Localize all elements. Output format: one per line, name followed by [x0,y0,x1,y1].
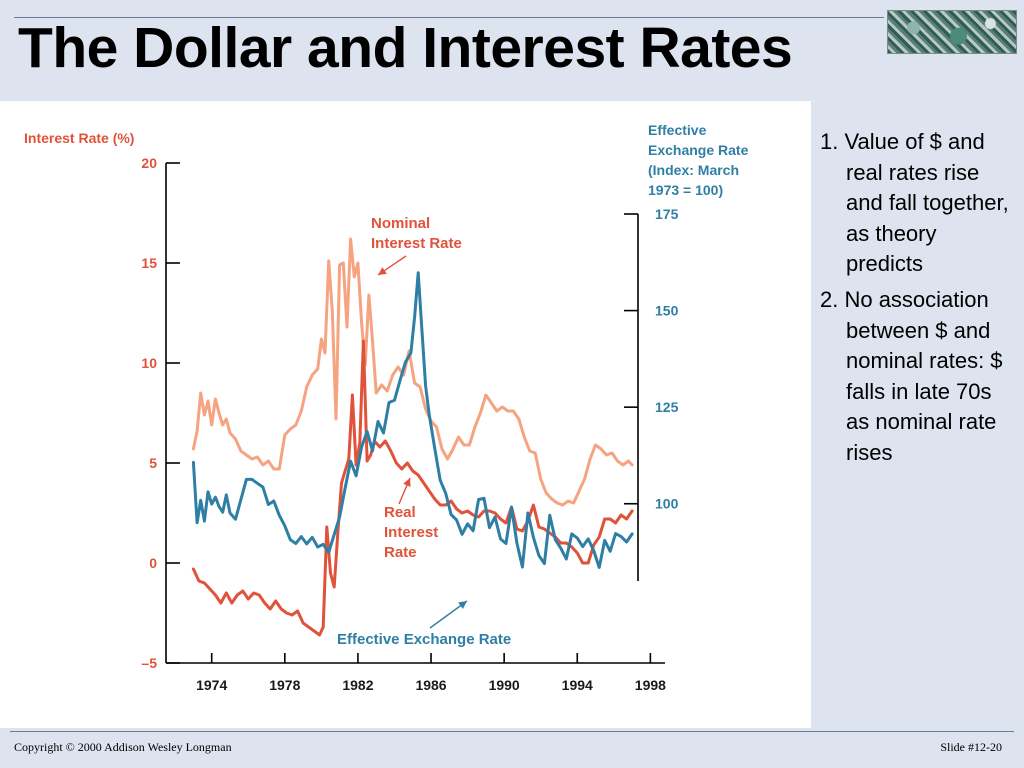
right-axis-tick-label: 150 [655,303,679,319]
x-axis-tick-label: 1994 [562,677,593,693]
left-axis-tick-label: 0 [149,555,157,571]
x-axis-tick-label: 1986 [415,677,446,693]
chart-panel: 20 15 10 5 0 –5 Interest Rate (%) 1974 1978 1982 1… [0,101,811,728]
point-2: 2. No association between $ and nominal … [820,286,1003,465]
x-axis-tick-label: 1978 [269,677,300,693]
right-axis-title-line: (Index: March [648,162,739,178]
copyright-text: Copyright © 2000 Addison Wesley Longman [14,740,232,754]
labels-layer: 20 15 10 5 0 –5 Interest Rate (%) 1974 1978 1982 1… [24,122,749,693]
left-axis-title: Interest Rate (%) [24,130,134,146]
annotation-text: Interest [384,524,438,541]
real-interest-rate-line [191,339,634,637]
annotation-text: Real [384,504,416,521]
annotation-arrowhead [458,601,467,609]
annotation-text: Effective Exchange Rate [337,631,511,648]
left-axis-tick-label: 5 [149,455,157,471]
lines-layer [191,237,634,637]
footer-rule [10,731,1014,732]
key-points: 1. Value of $ and real rates rise and fa… [820,127,1016,474]
right-axis-title-line: Effective [648,122,707,138]
x-axis-tick-label: 1990 [489,677,520,693]
right-axis-tick-label: 175 [655,206,679,222]
left-axis-tick-label: 10 [141,355,157,371]
axes-layer [165,162,665,664]
annotation-arrowhead [403,478,411,487]
annotation-text: Interest Rate [371,235,462,252]
annotation-text: Rate [384,544,417,561]
right-axis-title-line: Exchange Rate [648,142,749,158]
x-axis-tick-label: 1982 [342,677,373,693]
dollar-interest-chart: 20 15 10 5 0 –5 Interest Rate (%) 1974 1978 1982 1… [24,122,749,693]
effective-exchange-rate-line [191,271,634,569]
point-1: 1. Value of $ and real rates rise and fa… [820,129,1009,277]
slide-number: Slide #12-20 [940,740,1002,754]
annotation-text: Nominal [371,215,430,232]
annotation-arrowhead [378,267,387,275]
x-axis-tick-label: 1974 [196,677,227,693]
left-axis-tick-label: 20 [141,155,157,171]
right-axis-tick-label: 100 [655,496,679,512]
nominal-interest-rate-line [191,237,634,507]
left-axis-tick-label: 15 [141,255,157,271]
x-axis-tick-label: 1998 [635,677,666,693]
right-axis-title-line: 1973 = 100) [648,182,723,198]
title-rule [14,17,884,18]
slide-title: The Dollar and Interest Rates [18,16,793,80]
left-axis-tick-label: –5 [141,655,157,671]
decorative-corner-image [887,10,1017,54]
right-axis-tick-label: 125 [655,399,679,415]
